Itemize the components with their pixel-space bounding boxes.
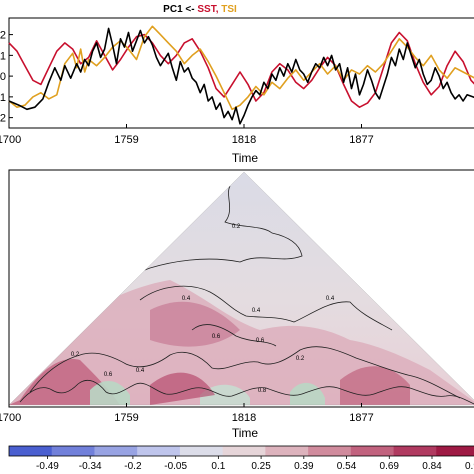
colorbar-tick-label: 0.69 xyxy=(380,461,400,472)
top-xtick-label: 1818 xyxy=(232,134,256,146)
contour-0.4 xyxy=(139,285,393,331)
bottom-xtick-label: 1700 xyxy=(0,412,21,424)
colorbar-tick-label: 0.84 xyxy=(422,461,442,472)
colorbar-tick-label: 0.39 xyxy=(294,461,314,472)
bottom-xlabel: Time xyxy=(232,426,259,440)
contour-label: 0.6 xyxy=(104,372,113,378)
colorbar-tick-label: -0.05 xyxy=(164,461,187,472)
center-base-region xyxy=(150,372,215,405)
colorbar-segment xyxy=(436,446,474,456)
top-xtick-label: 1700 xyxy=(0,134,21,146)
top-x-axis: 1700 1759 1818 1877 xyxy=(0,124,374,146)
contour-label: 0.8 xyxy=(258,388,267,394)
top-ytick-label: 2 xyxy=(0,30,6,42)
colorbar-tick-label: 0.25 xyxy=(251,461,271,472)
top-ytick-label: -1 xyxy=(0,92,6,104)
top-ytick-label: -2 xyxy=(0,113,6,125)
contour-base-wiggle xyxy=(19,379,474,405)
colorbar-segment xyxy=(350,446,394,456)
contour-label: 0.2 xyxy=(296,356,305,362)
title-part-1: SST, xyxy=(195,4,219,15)
contour-label: 0.6 xyxy=(212,334,221,340)
contour-0.6 xyxy=(191,324,277,347)
green-region-2 xyxy=(290,382,325,405)
colorbar-segment xyxy=(9,446,53,456)
contour-label: 0.4 xyxy=(182,296,191,302)
bottom-xtick-label: 1877 xyxy=(349,412,373,424)
series-line-pc1 xyxy=(8,27,474,125)
colorbar-segment xyxy=(222,446,266,456)
contour-low xyxy=(29,346,461,399)
top-ytick-label: 1 xyxy=(0,50,6,62)
contour-label: 0.2 xyxy=(232,224,241,230)
bottom-heatmap-panel: 0.20.40.40.40.60.60.20.40.20.60.8 170017… xyxy=(0,169,474,440)
colorbar-segment xyxy=(94,446,138,456)
top-xtick-label: 1877 xyxy=(349,134,373,146)
right-base-region xyxy=(340,366,410,405)
contour-label: 0.4 xyxy=(136,368,145,374)
chart-title: PC1 <- SST, TSI xyxy=(163,4,237,15)
colorbar-tick-label: 0.98 xyxy=(465,461,474,472)
contour-label: 0.4 xyxy=(326,296,335,302)
series-line-sst xyxy=(8,31,474,108)
coherence-triangle xyxy=(9,172,474,405)
top-series-lines xyxy=(8,25,474,125)
colorbar-tick-label: 0.54 xyxy=(337,461,357,472)
top-line-panel: PC1 <- SST, TSI 2 1 0 -1 -2 1700 1759 1818 1877… xyxy=(0,4,474,165)
colorbar-segment xyxy=(308,446,352,456)
green-region-3 xyxy=(200,384,250,405)
top-xtick-label: 1759 xyxy=(114,134,138,146)
colorbar-segment xyxy=(393,446,437,456)
green-region-1 xyxy=(90,380,130,405)
colorbar-tick-label: -0.2 xyxy=(124,461,142,472)
top-xlabel: Time xyxy=(232,151,259,165)
colorbar: -0.49 -0.34 -0.2 -0.05 0.1 0.25 0.39 0.54 0.69 0.… xyxy=(8,445,474,472)
colorbar-segment xyxy=(179,446,223,456)
bottom-x-axis: 1700 1759 1818 1877 xyxy=(0,403,374,424)
colorbar-segment xyxy=(265,446,309,456)
colorbar-tick-label: -0.34 xyxy=(79,461,102,472)
contour-label: 0.6 xyxy=(256,338,265,344)
contour-label: 0.2 xyxy=(71,352,80,358)
top-ytick-label: 0 xyxy=(0,71,6,83)
contour-labels: 0.2 0.4 0.4 0.4 0.6 0.6 0.2 0.4 0.2 0.6 0.8 xyxy=(71,224,335,394)
contour-label: 0.4 xyxy=(252,308,261,314)
colorbar-tick-label: 0.1 xyxy=(211,461,225,472)
colorbar-tick-label: -0.49 xyxy=(36,461,59,472)
colorbar-segment xyxy=(137,446,181,456)
top-y-axis: 2 1 0 -1 -2 xyxy=(0,30,13,125)
colorbar-frame xyxy=(8,445,474,457)
colorbar-segment xyxy=(51,446,95,456)
title-part-0: PC1 <- xyxy=(163,4,194,15)
title-part-2: TSI xyxy=(218,4,237,15)
bottom-xtick-label: 1818 xyxy=(232,412,256,424)
high-pink-region xyxy=(150,301,240,347)
bottom-xtick-label: 1759 xyxy=(114,412,138,424)
